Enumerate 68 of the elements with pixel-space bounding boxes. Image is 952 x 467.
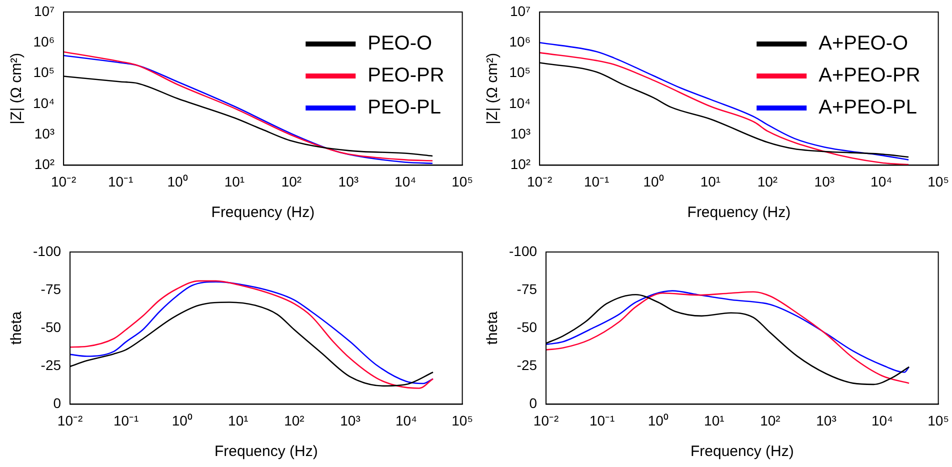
legend-label: A+PEO-O [818, 32, 908, 55]
y-axis-title: |Z| (Ω cm²) [8, 52, 26, 124]
x-tick-label: 10¹ [700, 173, 721, 190]
legend-label: PEO-O [368, 32, 432, 55]
x-tick-label: 10⁵ [928, 173, 950, 190]
x-tick-label: 10⁰ [643, 173, 664, 190]
y-tick-label: -50 [516, 318, 538, 335]
x-axis-title: Frequency (Hz) [211, 204, 315, 222]
x-tick-label: 10⁴ [395, 412, 418, 428]
y-tick-label: 0 [53, 395, 62, 412]
y-tick-label: 10⁵ [509, 64, 531, 80]
x-tick-label: 10⁴ [394, 173, 416, 190]
x-axis-title: Frequency (Hz) [214, 443, 318, 460]
y-axis-title: |Z| (Ω cm²) [484, 52, 502, 124]
x-axis-title: Frequency (Hz) [690, 443, 794, 460]
x-tick-label: 10⁻² [50, 173, 77, 190]
y-tick-label: -50 [40, 318, 62, 335]
x-tick-label: 10⁻¹ [589, 412, 616, 428]
legend-label: PEO-PR [368, 64, 444, 87]
x-tick-label: 10² [281, 173, 302, 190]
y-tick-label: 10³ [34, 125, 55, 142]
y-tick-label: -25 [516, 357, 538, 374]
legend-label: PEO-PL [368, 96, 441, 119]
y-tick-label: 10⁷ [34, 2, 55, 19]
x-tick-label: 10⁻¹ [108, 173, 134, 190]
x-tick-label: 10⁵ [452, 412, 474, 428]
x-tick-label: 10² [757, 173, 778, 190]
y-tick-label: -75 [516, 280, 538, 297]
x-tick-label: 10⁻¹ [584, 173, 610, 190]
y-tick-label: 0 [529, 395, 538, 412]
y-axis-title: theta [8, 310, 26, 345]
y-tick-label: -100 [508, 242, 538, 259]
x-tick-label: 10⁻² [57, 412, 83, 428]
x-tick-label: 10⁰ [172, 412, 192, 428]
y-tick-label: -100 [32, 242, 62, 259]
x-tick-label: 10¹ [704, 412, 725, 428]
y-tick-label: -25 [40, 357, 62, 374]
x-tick-label: 10² [284, 412, 305, 428]
x-tick-label: 10³ [338, 173, 359, 190]
x-tick-label: 10² [760, 412, 781, 428]
x-tick-label: 10³ [816, 412, 837, 428]
y-tick-label: 10⁴ [508, 94, 531, 111]
legend-label: A+PEO-PL [818, 96, 918, 119]
y-axis-title: theta [484, 310, 502, 345]
x-tick-label: 10⁴ [871, 412, 894, 428]
x-tick-label: 10¹ [224, 173, 245, 190]
y-tick-label: 10⁶ [33, 34, 55, 50]
x-tick-label: 10⁴ [870, 173, 892, 190]
x-tick-label: 10⁻² [533, 412, 559, 428]
y-tick-label: 10⁵ [33, 64, 55, 80]
y-tick-label: 10³ [510, 125, 531, 142]
y-tick-label: 10⁶ [509, 34, 531, 50]
y-tick-label: -75 [40, 280, 62, 297]
x-tick-label: 10⁻² [526, 173, 553, 190]
x-axis-title: Frequency (Hz) [687, 204, 791, 222]
x-tick-label: 10⁵ [452, 173, 474, 190]
y-tick-label: 10⁷ [510, 2, 531, 19]
x-tick-label: 10³ [814, 173, 835, 190]
legend-label: A+PEO-PR [818, 64, 920, 87]
x-tick-label: 10⁵ [928, 412, 950, 428]
y-tick-label: 10⁴ [32, 94, 55, 111]
y-tick-label: 10² [510, 156, 531, 172]
x-tick-label: 10⁻¹ [113, 412, 140, 428]
y-tick-label: 10² [34, 156, 55, 172]
x-tick-label: 10⁰ [167, 173, 188, 190]
x-tick-label: 10¹ [228, 412, 249, 428]
x-tick-label: 10³ [340, 412, 361, 428]
x-tick-label: 10⁰ [648, 412, 668, 428]
